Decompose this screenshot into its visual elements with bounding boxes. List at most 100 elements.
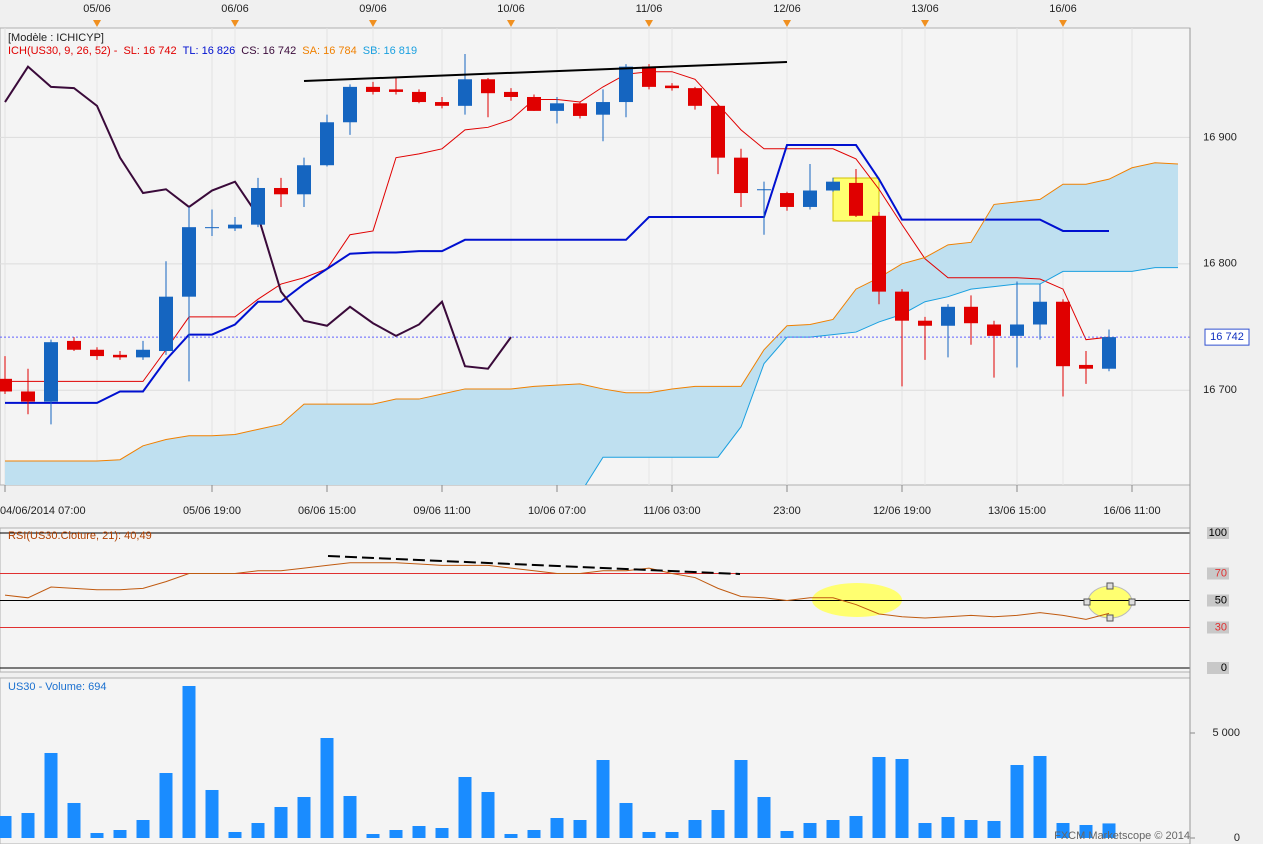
rsi-line (4, 562, 1110, 620)
bar (642, 831, 656, 838)
template-label: [Modèle : ICHICYP] (8, 32, 104, 44)
day-marker (369, 20, 377, 27)
candle-body (573, 103, 587, 116)
candle-body (504, 91, 518, 97)
day-marker (507, 20, 515, 27)
legend-entry: SA: 16 784 (302, 45, 356, 57)
legend-entry: CS: 16 742 (241, 45, 296, 57)
candle-body (895, 291, 909, 321)
rsi-title: RSI(US30.Cloture, 21): 40,49 (8, 530, 152, 542)
candle-body (619, 66, 633, 103)
candle-body (0, 378, 12, 392)
bar (44, 752, 58, 838)
bar (527, 829, 541, 838)
y-tick-box (1207, 662, 1229, 674)
candle-body (297, 165, 311, 195)
y-tick-label: 70 (1215, 567, 1227, 579)
bar (1056, 823, 1070, 838)
candle-body (389, 89, 403, 92)
y-tick-label: 16 800 (1203, 258, 1237, 270)
candle-body (918, 320, 932, 326)
x-tick-label: 13/06 15:00 (988, 505, 1046, 517)
bar (872, 757, 886, 838)
bar (688, 820, 702, 838)
y-tick-label: 5 000 (1212, 727, 1240, 739)
price-label: 16 742 (1210, 331, 1244, 343)
bar (90, 833, 104, 838)
bar (412, 826, 426, 838)
y-tick-label: 100 (1209, 527, 1227, 539)
x-tick-label: 16/06 11:00 (1103, 505, 1160, 517)
bar (596, 760, 610, 838)
bar (964, 820, 978, 838)
axes: 16 700 16 800 16 900 04/06/2014 07:00 05/06 … (0, 3, 1250, 844)
candle-body (780, 193, 794, 207)
volume-plot (0, 686, 1116, 838)
candle-body (44, 342, 58, 402)
candle-body (711, 105, 725, 158)
candle-body (113, 354, 127, 358)
y-tick-box (1207, 594, 1229, 607)
bar (159, 773, 173, 838)
bar (987, 820, 1001, 838)
bar (550, 818, 564, 838)
candle-body (803, 190, 817, 207)
candle-body (596, 102, 610, 115)
bar (136, 820, 150, 838)
candle-body (550, 103, 564, 111)
candle-body (688, 88, 702, 106)
bar (918, 823, 932, 838)
bar (849, 815, 863, 838)
candle-body (964, 306, 978, 324)
y-tick-label: 30 (1215, 621, 1227, 633)
y-tick-box (1207, 567, 1229, 580)
y-tick-label: 0 (1221, 662, 1227, 674)
day-label: 05/06 (83, 3, 111, 15)
candle-body (136, 349, 150, 358)
candle-body (90, 349, 104, 357)
candle-body (1079, 364, 1093, 369)
candle-body (21, 391, 35, 402)
x-tick-label: 10/06 07:00 (528, 505, 586, 517)
y-tick-label: 16 700 (1203, 384, 1237, 396)
x-tick-label: 06/06 15:00 (298, 505, 356, 517)
bar (573, 820, 587, 838)
day-marker (921, 20, 929, 27)
rsi-trend-line (327, 555, 741, 575)
bar (297, 797, 311, 838)
bar (435, 828, 449, 838)
y-tick-label: 0 (1234, 832, 1240, 844)
indicator-line (584, 267, 1178, 485)
candle-body (826, 181, 840, 191)
candle-body (872, 215, 886, 292)
bar (320, 737, 334, 838)
candle-body (435, 102, 449, 106)
bar (1079, 825, 1093, 838)
day-label: 11/06 (636, 3, 663, 15)
bar (251, 823, 265, 838)
y-tick-label: 50 (1215, 594, 1227, 606)
bar (481, 792, 495, 838)
y-tick-label: 16 900 (1203, 131, 1237, 143)
bar (734, 760, 748, 838)
x-tick-label: 04/06/2014 07:00 (0, 505, 86, 517)
rsi-plot (0, 532, 1190, 669)
x-tick-label: 11/06 03:00 (643, 505, 700, 517)
day-label: 10/06 (497, 3, 525, 15)
bar (113, 829, 127, 838)
candle-body (757, 189, 771, 191)
candle-body (1010, 324, 1024, 336)
trend-line (303, 61, 788, 82)
candle-body (228, 224, 242, 229)
day-marker (1059, 20, 1067, 27)
legend-entry: SL: 16 742 (123, 45, 176, 57)
x-tick-label: 09/06 11:00 (413, 505, 470, 517)
day-label: 06/06 (221, 3, 249, 15)
candle-body (1056, 301, 1070, 367)
candle-body (941, 306, 955, 326)
day-label: 12/06 (773, 3, 801, 15)
candle-body (481, 79, 495, 94)
bar (21, 813, 35, 838)
candle-body (849, 182, 863, 216)
